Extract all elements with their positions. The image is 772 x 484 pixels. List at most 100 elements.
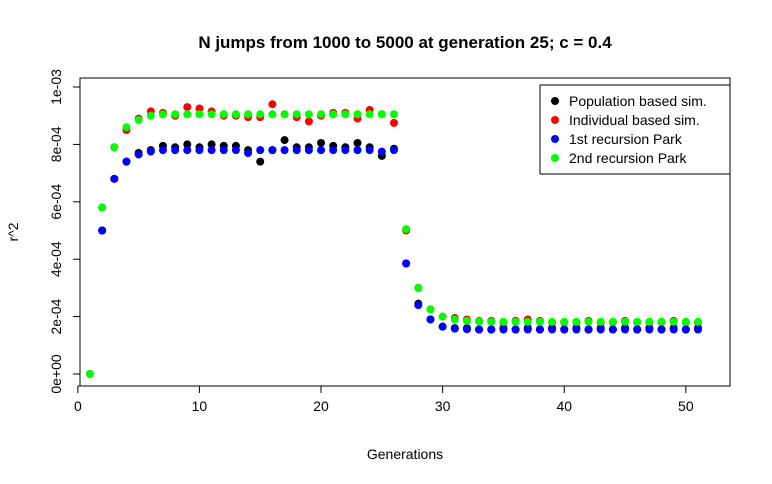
data-point: [414, 283, 423, 292]
x-axis: 0 10 20 30 40 50: [74, 385, 694, 414]
data-point: [377, 110, 386, 119]
data-point: [183, 103, 192, 112]
data-point: [572, 317, 581, 326]
x-tick-label: 30: [435, 398, 451, 414]
data-point: [280, 110, 289, 119]
data-point: [207, 110, 216, 119]
data-point: [86, 370, 94, 378]
data-point: [353, 110, 362, 119]
data-point: [219, 146, 228, 155]
data-point: [438, 322, 447, 331]
y-tick-label: 8e-04: [48, 126, 64, 162]
data-point: [256, 157, 265, 166]
data-point: [681, 317, 690, 326]
data-point: [390, 146, 398, 155]
data-point: [317, 110, 326, 119]
data-point: [462, 325, 471, 334]
data-point: [487, 325, 496, 334]
data-point: [158, 146, 167, 155]
data-point: [572, 325, 581, 334]
data-point: [426, 315, 435, 324]
data-point: [110, 143, 119, 152]
x-axis-label: Generations: [367, 446, 443, 462]
legend-label: 2nd recursion Park: [569, 150, 688, 166]
data-point: [487, 317, 496, 326]
y-tick-label: 6e-04: [48, 184, 64, 220]
data-point: [329, 146, 338, 155]
legend: Population based sim. Individual based si…: [539, 84, 731, 175]
y-tick-label: 4e-04: [48, 241, 64, 277]
data-point: [122, 157, 131, 166]
legend-item: 2nd recursion Park: [551, 150, 688, 166]
data-point: [183, 110, 192, 119]
chart-title: N jumps from 1000 to 5000 at generation …: [198, 33, 612, 52]
data-point: [341, 146, 350, 155]
data-point: [195, 110, 204, 119]
data-point: [645, 317, 654, 326]
data-point: [158, 110, 167, 119]
data-point: [633, 317, 642, 326]
data-point: [353, 138, 362, 147]
data-point: [523, 325, 532, 334]
data-point: [231, 146, 240, 155]
data-point: [304, 117, 313, 126]
data-point: [256, 146, 265, 155]
data-point: [268, 100, 277, 109]
data-point: [146, 111, 155, 120]
data-point: [231, 110, 240, 119]
data-point: [195, 146, 204, 155]
data-point: [608, 325, 617, 334]
data-point: [292, 146, 301, 155]
legend-marker: [551, 135, 559, 143]
data-point: [584, 325, 593, 334]
data-point: [390, 118, 398, 127]
data-point: [584, 317, 593, 326]
data-point: [183, 140, 192, 149]
data-point: [450, 324, 459, 333]
data-point: [535, 317, 544, 326]
data-point: [365, 146, 374, 155]
data-point: [681, 325, 690, 334]
data-point: [608, 317, 617, 326]
series-4: [86, 110, 702, 378]
data-points: [86, 100, 702, 378]
data-point: [244, 110, 253, 119]
data-point: [304, 146, 313, 155]
data-point: [122, 123, 131, 132]
data-point: [475, 325, 484, 334]
data-point: [475, 317, 484, 326]
y-axis-label: r^2: [5, 222, 21, 241]
legend-item: Population based sim.: [551, 93, 707, 109]
data-point: [183, 146, 192, 155]
x-tick-label: 10: [192, 398, 208, 414]
data-point: [499, 317, 508, 326]
legend-label: 1st recursion Park: [569, 131, 683, 147]
data-point: [669, 317, 678, 326]
data-point: [244, 149, 253, 158]
data-point: [134, 116, 143, 125]
data-point: [657, 325, 666, 334]
x-tick-label: 40: [556, 398, 572, 414]
data-point: [146, 147, 155, 156]
data-point: [535, 325, 544, 334]
legend-label: Population based sim.: [569, 93, 707, 109]
data-point: [110, 174, 119, 183]
data-point: [304, 110, 313, 119]
x-tick-label: 20: [313, 398, 329, 414]
series-3: [98, 146, 702, 334]
data-point: [377, 147, 386, 156]
data-point: [171, 110, 180, 119]
data-point: [657, 317, 666, 326]
legend-item: Individual based sim.: [551, 112, 700, 128]
data-point: [219, 110, 228, 119]
data-point: [207, 146, 216, 155]
data-point: [171, 146, 180, 155]
data-point: [426, 305, 435, 314]
data-point: [621, 317, 630, 326]
data-point: [523, 317, 532, 326]
y-axis: 0e+00 2e-04 4e-04 6e-04 8e-04 1e-03: [48, 69, 81, 394]
data-point: [98, 203, 107, 212]
data-point: [645, 325, 654, 334]
data-point: [280, 146, 289, 155]
